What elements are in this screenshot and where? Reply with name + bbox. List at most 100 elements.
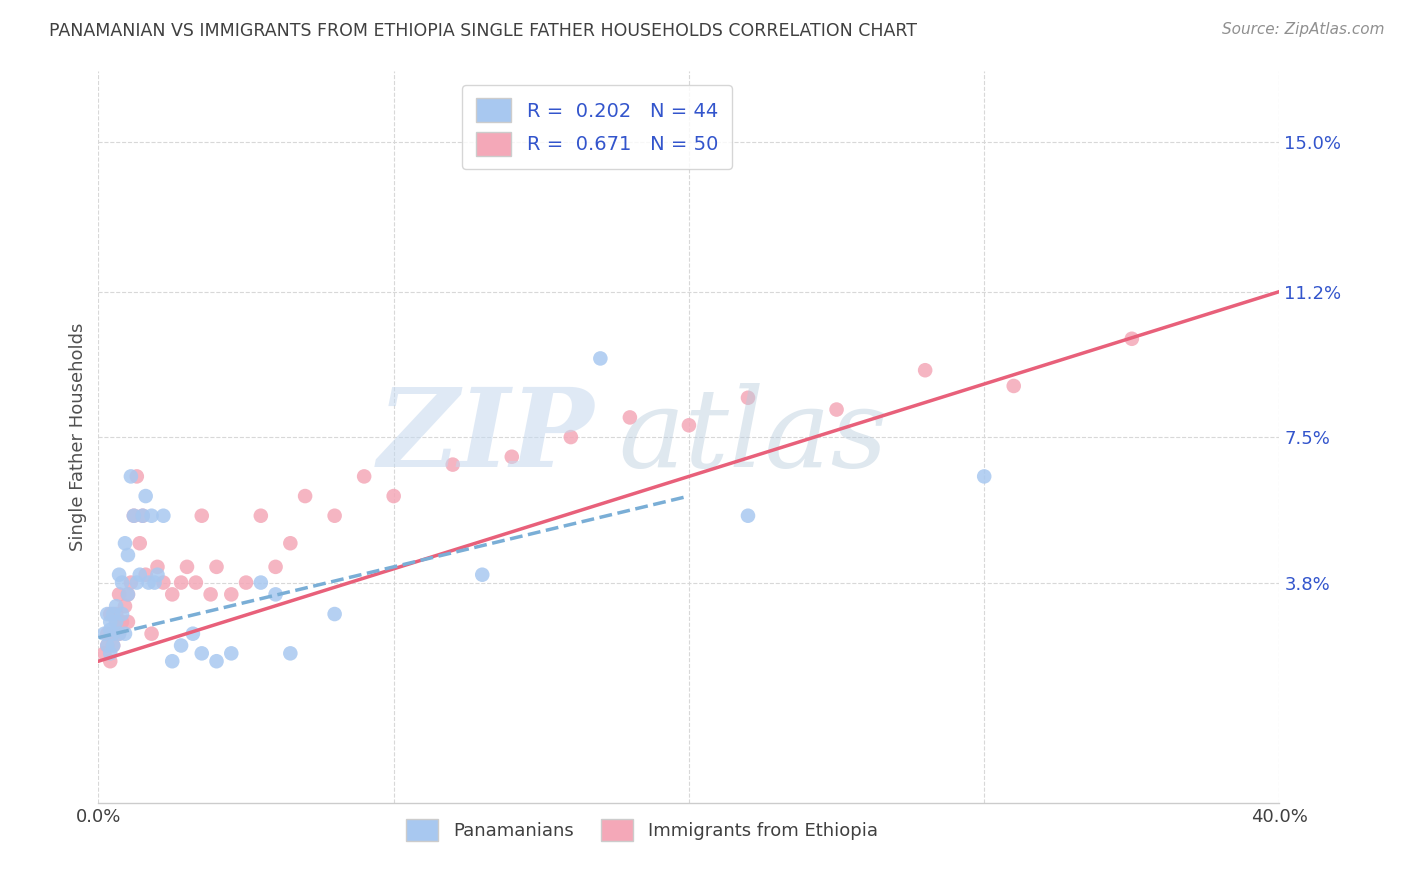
Point xyxy=(221,587,243,601)
Point xyxy=(114,626,136,640)
Point xyxy=(105,615,128,629)
Point xyxy=(678,418,700,433)
Point xyxy=(111,615,134,629)
Point xyxy=(141,626,163,640)
Point xyxy=(589,351,612,366)
Point xyxy=(914,363,936,377)
Point xyxy=(108,626,131,640)
Point xyxy=(98,607,121,621)
Point xyxy=(152,575,174,590)
Point xyxy=(108,626,131,640)
Point xyxy=(135,489,157,503)
Point xyxy=(250,575,273,590)
Point xyxy=(619,410,641,425)
Point xyxy=(250,508,273,523)
Point xyxy=(191,508,214,523)
Point xyxy=(205,559,228,574)
Point xyxy=(93,626,115,640)
Point xyxy=(128,567,150,582)
Y-axis label: Single Father Households: Single Father Households xyxy=(69,323,87,551)
Point xyxy=(132,508,155,523)
Point xyxy=(825,402,848,417)
Point xyxy=(105,599,128,614)
Point xyxy=(737,508,759,523)
Point xyxy=(184,575,207,590)
Point xyxy=(117,548,139,562)
Point xyxy=(132,508,155,523)
Text: Source: ZipAtlas.com: Source: ZipAtlas.com xyxy=(1222,22,1385,37)
Point xyxy=(96,639,118,653)
Point xyxy=(221,646,243,660)
Point xyxy=(143,575,166,590)
Point xyxy=(96,626,118,640)
Point xyxy=(98,615,121,629)
Point xyxy=(1002,379,1025,393)
Point xyxy=(108,567,131,582)
Legend: Panamanians, Immigrants from Ethiopia: Panamanians, Immigrants from Ethiopia xyxy=(399,812,884,848)
Point xyxy=(200,587,222,601)
Point xyxy=(114,599,136,614)
Point xyxy=(264,587,287,601)
Point xyxy=(141,508,163,523)
Point xyxy=(1121,332,1143,346)
Text: ZIP: ZIP xyxy=(378,384,595,491)
Point xyxy=(117,587,139,601)
Point xyxy=(146,559,169,574)
Point xyxy=(96,607,118,621)
Point xyxy=(98,646,121,660)
Point xyxy=(120,469,142,483)
Point xyxy=(96,639,118,653)
Point xyxy=(103,639,125,653)
Point xyxy=(103,607,125,621)
Point xyxy=(205,654,228,668)
Point xyxy=(973,469,995,483)
Point xyxy=(117,615,139,629)
Point xyxy=(382,489,405,503)
Point xyxy=(560,430,582,444)
Point xyxy=(122,508,145,523)
Point xyxy=(146,567,169,582)
Point xyxy=(122,508,145,523)
Point xyxy=(98,654,121,668)
Point xyxy=(114,536,136,550)
Point xyxy=(280,646,302,660)
Point xyxy=(191,646,214,660)
Point xyxy=(103,639,125,653)
Point xyxy=(93,646,115,660)
Text: PANAMANIAN VS IMMIGRANTS FROM ETHIOPIA SINGLE FATHER HOUSEHOLDS CORRELATION CHAR: PANAMANIAN VS IMMIGRANTS FROM ETHIOPIA S… xyxy=(49,22,917,40)
Point xyxy=(170,575,193,590)
Point xyxy=(323,508,346,523)
Point xyxy=(323,607,346,621)
Point xyxy=(441,458,464,472)
Point xyxy=(103,626,125,640)
Point xyxy=(108,587,131,601)
Point xyxy=(98,623,121,637)
Point xyxy=(501,450,523,464)
Point xyxy=(125,575,148,590)
Point xyxy=(111,607,134,621)
Point xyxy=(181,626,204,640)
Point xyxy=(176,559,198,574)
Point xyxy=(105,607,128,621)
Point xyxy=(353,469,375,483)
Point xyxy=(152,508,174,523)
Point xyxy=(264,559,287,574)
Point xyxy=(280,536,302,550)
Point xyxy=(111,575,134,590)
Point xyxy=(117,587,139,601)
Point xyxy=(138,575,160,590)
Point xyxy=(170,639,193,653)
Point xyxy=(162,654,183,668)
Point xyxy=(105,615,128,629)
Point xyxy=(471,567,494,582)
Point xyxy=(103,626,125,640)
Text: atlas: atlas xyxy=(619,384,887,491)
Point xyxy=(294,489,316,503)
Point xyxy=(235,575,257,590)
Point xyxy=(125,469,148,483)
Point xyxy=(135,567,157,582)
Point xyxy=(120,575,142,590)
Point xyxy=(737,391,759,405)
Point xyxy=(128,536,150,550)
Point xyxy=(162,587,183,601)
